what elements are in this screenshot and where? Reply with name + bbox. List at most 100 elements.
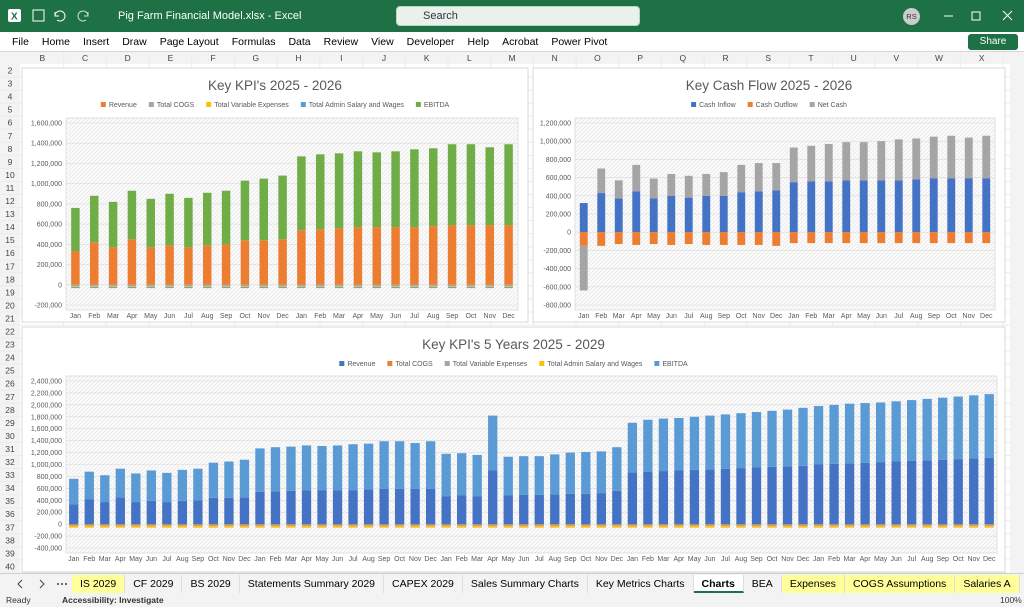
share-button[interactable]: Share [968, 34, 1018, 50]
bar [485, 287, 494, 289]
sheet-tab[interactable]: COGS Assumptions [844, 574, 956, 593]
menu-item[interactable]: Page Layout [159, 35, 219, 48]
x-tick-label: Jun [666, 313, 677, 320]
x-tick-label: Jul [721, 556, 730, 563]
close[interactable] [1002, 10, 1013, 21]
sheet-tab[interactable]: Sales Summary Charts [462, 574, 588, 593]
bar [410, 443, 420, 489]
bar [503, 525, 513, 527]
x-tick-label: May [647, 313, 661, 320]
sheet-tab[interactable]: BS 2029 [182, 574, 240, 593]
bar [162, 524, 172, 526]
sheet-tab[interactable]: IS 2029 [72, 574, 126, 593]
search-box[interactable]: Search [396, 6, 640, 26]
restore[interactable] [971, 11, 981, 21]
menu-item[interactable]: Insert [82, 35, 110, 48]
bar [875, 525, 886, 527]
menu-item[interactable]: Review [323, 35, 359, 48]
bar [754, 163, 763, 192]
bar [410, 284, 419, 287]
x-tick-label: Jul [410, 313, 419, 320]
bar [782, 526, 793, 528]
bar [131, 502, 141, 525]
bar [297, 286, 306, 288]
bar [127, 286, 137, 288]
bar [466, 225, 476, 285]
bar [224, 525, 234, 527]
menu-item[interactable]: Data [288, 35, 311, 48]
sheet-tab[interactable]: BEA [743, 574, 782, 593]
sheet-tab[interactable]: Charts [693, 574, 744, 593]
bar [177, 524, 188, 526]
undo-icon[interactable] [54, 10, 66, 22]
menu-item[interactable]: Acrobat [502, 35, 539, 48]
save-icon[interactable] [32, 9, 45, 22]
bar [702, 232, 711, 245]
user-avatar[interactable]: RS [903, 8, 920, 25]
redo-icon[interactable] [77, 10, 89, 22]
column-header: M [509, 53, 516, 63]
bar [255, 448, 265, 492]
bar [798, 524, 808, 526]
bar [286, 525, 296, 527]
bar [772, 163, 781, 191]
menu-item[interactable]: Formulas [231, 35, 276, 48]
bar [84, 526, 94, 528]
column-header: S [765, 53, 771, 63]
legend-swatch [747, 102, 753, 107]
bar [394, 526, 405, 528]
menu-item[interactable]: Draw [122, 35, 147, 48]
sheet-tab[interactable]: Key Metrics Charts [587, 574, 694, 593]
bar [982, 135, 991, 179]
bar [565, 524, 575, 526]
bar [519, 456, 529, 495]
bar [658, 525, 669, 527]
legend: Revenue Total COGS Total Variable Expenses… [100, 102, 449, 109]
menu-item[interactable]: File [12, 35, 29, 48]
bar [332, 524, 343, 526]
sheet-tab[interactable]: Salaries A [955, 574, 1020, 593]
bar [907, 460, 917, 525]
bar [108, 287, 118, 289]
bar [115, 526, 125, 528]
sheet-tab[interactable]: CF 2029 [125, 574, 183, 593]
x-tick-label: Apr [126, 313, 138, 320]
bar [208, 462, 219, 498]
bar [348, 524, 358, 526]
sheet-tab[interactable]: Statements Summary 2029 [239, 574, 385, 593]
bar [255, 525, 265, 527]
vertical-scrollbar[interactable] [1010, 64, 1024, 573]
y-tick-label: 600,000 [37, 486, 62, 493]
bar [767, 410, 777, 467]
bar [813, 526, 824, 528]
menu-item[interactable]: Help [467, 35, 490, 48]
menu-item[interactable]: Home [41, 35, 70, 48]
y-tick-label: -400,000 [34, 546, 62, 553]
prev-sheet[interactable] [17, 579, 23, 589]
more-sheets[interactable] [57, 583, 59, 585]
x-tick-label: Feb [805, 313, 817, 320]
zoom-level[interactable]: 100% [1000, 595, 1022, 605]
x-tick-label: May [874, 556, 888, 563]
bar [627, 422, 638, 473]
menu-item[interactable]: Power Pivot [551, 35, 608, 48]
bar [875, 402, 886, 463]
accessibility-status[interactable]: Accessibility: Investigate [62, 595, 164, 605]
row-header: 39 [5, 548, 15, 558]
menu-item[interactable]: View [371, 35, 394, 48]
bar [100, 475, 110, 503]
bar [90, 284, 99, 287]
bar [221, 190, 231, 245]
bar [317, 526, 327, 528]
next-sheet[interactable] [39, 579, 45, 589]
sheet-tab[interactable]: CAPEX 2029 [384, 574, 463, 593]
bar [597, 168, 606, 194]
x-tick-label: Jun [332, 556, 343, 563]
x-tick-label: Feb [83, 556, 95, 563]
bar [877, 232, 886, 244]
bar [519, 524, 529, 526]
bar [146, 284, 155, 287]
menu-item[interactable]: Developer [406, 35, 455, 48]
sheet-tab[interactable]: Expenses [781, 574, 845, 593]
column-header: F [211, 53, 216, 63]
